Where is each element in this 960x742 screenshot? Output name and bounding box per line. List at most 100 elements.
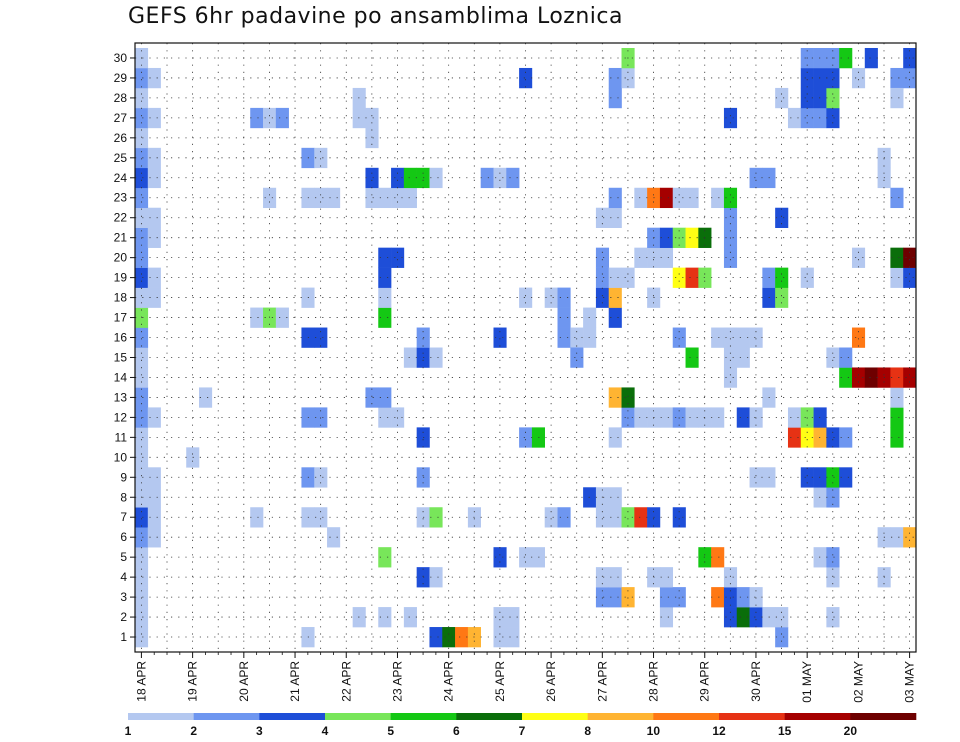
heatmap-cell [723, 567, 738, 588]
heatmap-cell [595, 247, 610, 268]
x-tick-label: 29 APR [698, 661, 712, 702]
heatmap-cell [787, 107, 802, 129]
heatmap-cell [147, 167, 161, 189]
heatmap-cell [711, 187, 725, 209]
x-tick-label: 19 APR [186, 661, 200, 702]
y-tick-label: 18 [114, 291, 128, 305]
heatmap-cell [327, 527, 341, 548]
heatmap-cell [135, 107, 149, 129]
colorbar-label: 7 [519, 724, 526, 738]
colorbar-swatch [390, 713, 457, 720]
heatmap-cell [903, 527, 917, 548]
heatmap-cell [736, 327, 750, 348]
dotted-gridlines [135, 43, 916, 652]
heatmap-cell [903, 367, 917, 388]
heatmap-cell [544, 287, 558, 308]
colorbar-swatch [653, 713, 720, 720]
heatmap-cell [672, 587, 686, 608]
heatmap-cell [864, 47, 878, 69]
heatmap-cell [749, 467, 763, 488]
colorbar-swatch [193, 713, 260, 720]
x-tick-label: 28 APR [647, 661, 661, 702]
heatmap-cell [775, 287, 789, 308]
heatmap-cell [442, 627, 456, 648]
heatmap-cell [723, 587, 738, 608]
y-tick-label: 9 [120, 470, 127, 484]
y-tick-label: 17 [114, 311, 128, 325]
heatmap-cell [826, 87, 840, 109]
y-axis-member-labels: 1234567891011121314151617181920212223242… [114, 51, 135, 644]
heatmap-cell [135, 87, 149, 109]
heatmap-cell [608, 87, 622, 109]
y-tick-label: 8 [120, 490, 127, 504]
heatmap-cell [570, 347, 584, 368]
heatmap-cell [250, 307, 264, 328]
heatmap-cell [608, 507, 622, 528]
heatmap-cell [775, 267, 789, 288]
heatmap-cell [595, 267, 610, 288]
y-tick-label: 2 [120, 610, 127, 624]
heatmap-cell [378, 307, 392, 328]
heatmap-cell [608, 267, 622, 288]
colorbar-label: 4 [322, 724, 329, 738]
heatmap-cell [135, 247, 149, 268]
heatmap-cell [378, 547, 392, 568]
x-axis-date-labels: 18 APR 19 APR 20 APR 21 APR 22 APR 23 APR 24 A… [134, 652, 917, 703]
heatmap-cell [775, 87, 789, 109]
heatmap-cell [135, 367, 149, 388]
heatmap-cell [890, 87, 904, 109]
heatmap-cell [621, 387, 635, 408]
heatmap-cell [365, 387, 379, 408]
heatmap-cell [890, 527, 904, 548]
heatmap-cell [378, 607, 392, 628]
heatmap-cell [493, 167, 507, 189]
heatmap-cell [851, 367, 866, 388]
heatmap-cell [672, 187, 686, 209]
heatmap-cell [378, 267, 392, 288]
heatmap-cell [711, 407, 725, 428]
heatmap-cell [135, 167, 149, 189]
heatmap-cell [659, 227, 674, 248]
heatmap-cell [723, 367, 738, 388]
heatmap-cell [403, 167, 417, 189]
heatmap-cell [839, 47, 853, 69]
heatmap-cell [736, 407, 750, 428]
y-tick-label: 28 [114, 91, 128, 105]
x-tick-label: 23 APR [390, 661, 404, 702]
heatmap-cell [723, 107, 738, 129]
y-tick-label: 15 [114, 350, 128, 364]
heatmap-cell [327, 187, 341, 209]
heatmap-cell [890, 187, 904, 209]
heatmap-cell [135, 527, 149, 548]
colorbar-label: 3 [256, 724, 263, 738]
colorbar-label: 8 [584, 724, 591, 738]
heatmap-cell [749, 607, 763, 628]
heatmap-cell [147, 207, 161, 228]
heatmap-cell [723, 327, 738, 348]
heatmap-cell [723, 207, 738, 228]
heatmap-cell [826, 347, 840, 368]
heatmap-cell [621, 507, 635, 528]
y-tick-label: 27 [114, 111, 128, 125]
heatmap-cell [378, 387, 392, 408]
y-tick-label: 12 [114, 410, 128, 424]
heatmap-cell [557, 307, 571, 328]
heatmap-cell [147, 267, 161, 288]
heatmap-cell [621, 67, 635, 89]
heatmap-cell [147, 467, 161, 488]
x-tick-label: 02 MAY [851, 661, 865, 703]
heatmap-cell [826, 547, 840, 568]
heatmap-cell [493, 547, 507, 568]
heatmap-cell [135, 387, 149, 408]
heatmap-cell [864, 367, 878, 388]
colorbar-label: 12 [712, 724, 726, 738]
x-tick-label: 21 APR [288, 661, 302, 702]
heatmap-cell [314, 327, 328, 348]
y-tick-label: 4 [120, 570, 127, 584]
heatmap-cell [275, 307, 289, 328]
heatmap-cell [135, 627, 149, 648]
chart-title: GEFS 6hr padavine po ansamblima Loznica [128, 4, 623, 29]
heatmap-cell [711, 547, 725, 568]
heatmap-cell [787, 407, 802, 428]
heatmap-cell [199, 387, 213, 408]
